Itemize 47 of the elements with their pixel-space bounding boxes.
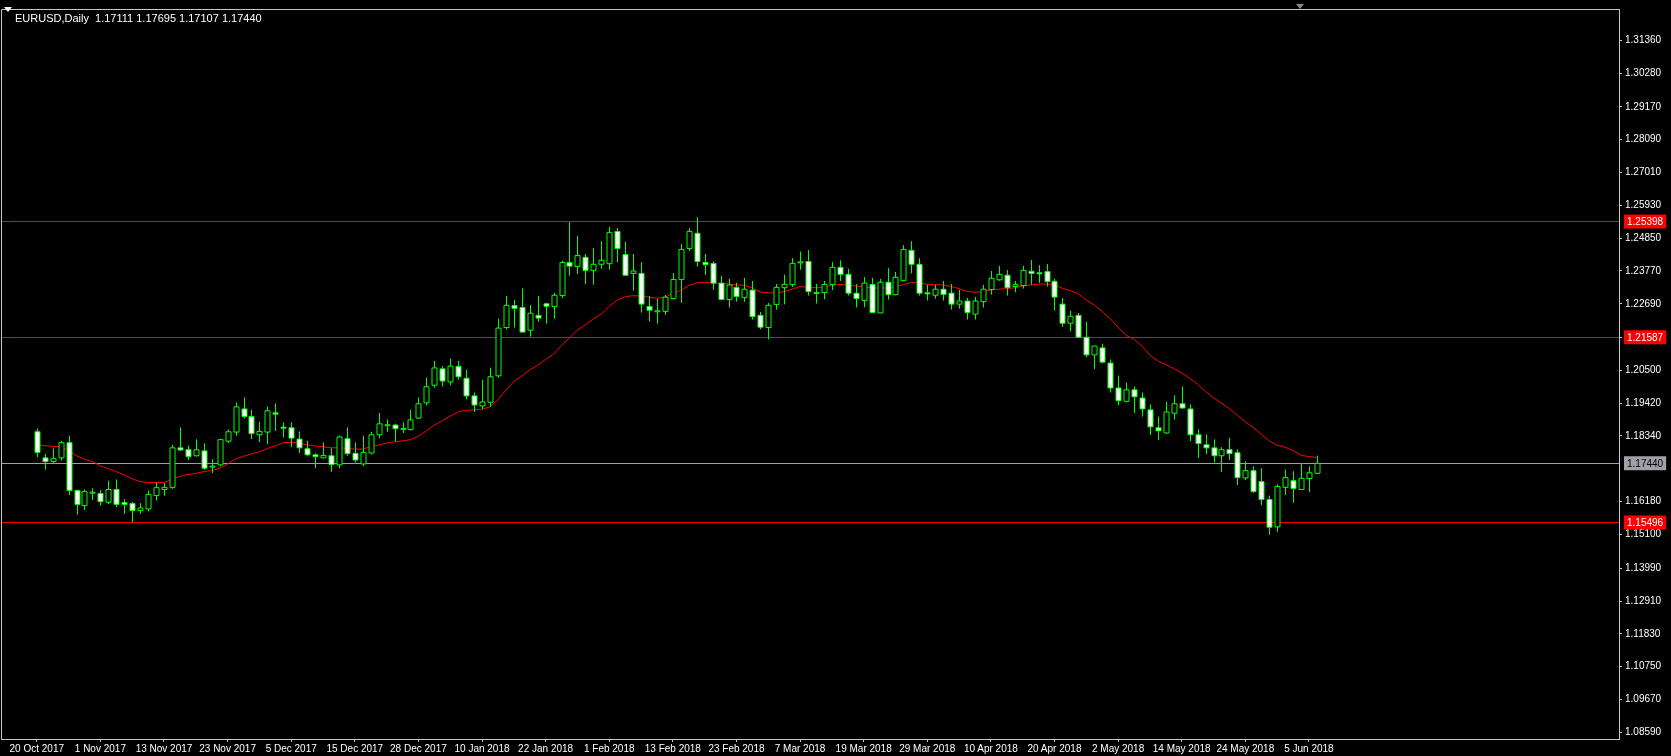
y-tick-label: 1.12910 bbox=[1625, 594, 1662, 606]
y-tick-label: 1.23770 bbox=[1625, 264, 1662, 276]
y-tick-label: 1.24850 bbox=[1625, 231, 1662, 243]
x-tick-label: 1 Feb 2018 bbox=[583, 742, 635, 754]
candlestick bbox=[34, 427, 41, 458]
ref-line-label: 1.21587 bbox=[1627, 331, 1664, 343]
x-tick-label: 14 May 2018 bbox=[1152, 742, 1212, 754]
y-tick-label: 1.08590 bbox=[1625, 726, 1662, 738]
y-tick-label: 1.30280 bbox=[1625, 66, 1662, 78]
x-tick-label: 10 Apr 2018 bbox=[963, 742, 1019, 754]
x-tick-label: 29 Mar 2018 bbox=[899, 742, 956, 754]
y-tick-label: 1.25930 bbox=[1625, 199, 1662, 211]
x-tick-label: 7 Mar 2018 bbox=[774, 742, 826, 754]
y-tick-label: 1.16180 bbox=[1625, 495, 1662, 507]
x-tick-label: 10 Jan 2018 bbox=[454, 742, 510, 754]
x-tick-label: 13 Feb 2018 bbox=[644, 742, 702, 754]
y-tick-label: 1.20500 bbox=[1625, 364, 1662, 376]
x-tick-label: 20 Oct 2017 bbox=[9, 742, 65, 754]
y-tick-label: 1.22690 bbox=[1625, 297, 1662, 309]
chart-title: EURUSD,Daily 1.17111 1.17695 1.17107 1.17440 bbox=[15, 12, 262, 25]
y-tick-label: 1.09670 bbox=[1625, 693, 1662, 705]
y-tick-label: 1.31360 bbox=[1625, 34, 1662, 46]
y-tick-label: 1.19420 bbox=[1625, 396, 1662, 408]
x-tick-label: 23 Nov 2017 bbox=[199, 742, 257, 754]
y-tick-label: 1.18340 bbox=[1625, 429, 1662, 441]
y-tick-label: 1.28090 bbox=[1625, 133, 1662, 145]
x-tick-label: 1 Nov 2017 bbox=[74, 742, 127, 754]
y-tick-label: 1.13990 bbox=[1625, 561, 1662, 573]
y-tick-label: 1.27010 bbox=[1625, 166, 1662, 178]
x-tick-label: 23 Feb 2018 bbox=[708, 742, 765, 754]
x-tick-label: 20 Apr 2018 bbox=[1027, 742, 1082, 754]
x-tick-label: 19 Mar 2018 bbox=[835, 742, 893, 754]
y-tick-label: 1.15100 bbox=[1625, 528, 1662, 540]
x-tick-label: 24 May 2018 bbox=[1216, 742, 1275, 754]
ref-line-label: 1.15496 bbox=[1627, 516, 1664, 528]
x-tick-label: 5 Jun 2018 bbox=[1284, 742, 1335, 754]
ref-line-label: 1.25398 bbox=[1627, 215, 1664, 227]
x-tick-label: 5 Dec 2017 bbox=[265, 742, 318, 754]
x-tick-label: 2 May 2018 bbox=[1091, 742, 1145, 754]
y-tick-label: 1.29170 bbox=[1625, 100, 1662, 112]
x-tick-label: 13 Nov 2017 bbox=[135, 742, 193, 754]
y-tick-label: 1.11830 bbox=[1625, 627, 1661, 639]
x-tick-label: 15 Dec 2017 bbox=[326, 742, 384, 754]
x-tick-label: 28 Dec 2017 bbox=[390, 742, 448, 754]
ref-line-label: 1.17440 bbox=[1627, 457, 1664, 469]
y-tick-label: 1.10750 bbox=[1625, 660, 1662, 672]
x-tick-label: 22 Jan 2018 bbox=[518, 742, 574, 754]
